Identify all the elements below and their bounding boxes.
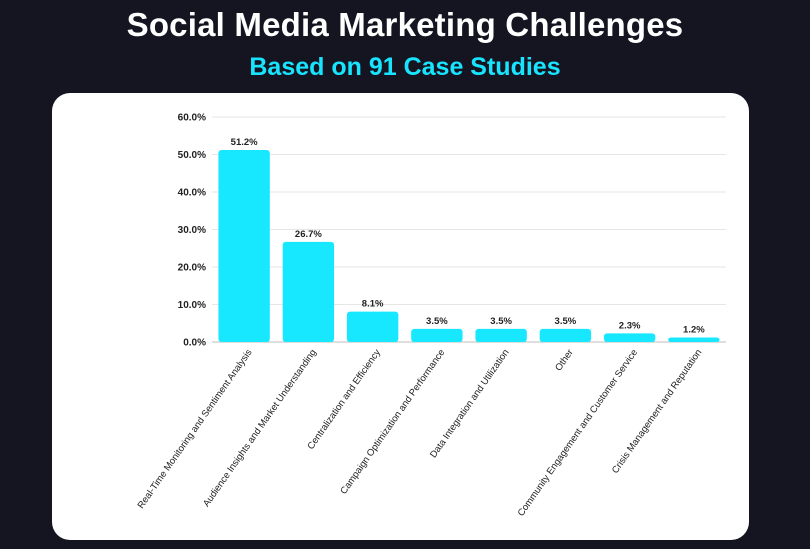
x-tick-label: Campaign Optimization and Performance [338,347,447,496]
data-labels: 51.2% 26.7% 8.1% 3.5% 3.5% 3.5% 2.3% 1.2% [231,137,706,336]
data-label: 1.2% [683,325,705,336]
x-axis: Real-Time Monitoring and Sentiment Analy… [136,347,705,518]
x-tick-label: Real-Time Monitoring and Sentiment Analy… [136,347,255,511]
y-tick-label: 40.0% [178,188,206,199]
data-label: 2.3% [619,320,641,331]
data-label: 8.1% [362,299,384,310]
data-label: 3.5% [555,316,577,327]
y-tick-label: 10.0% [178,300,206,311]
bar [603,333,656,342]
bar [282,241,335,342]
y-tick-label: 30.0% [178,225,206,236]
chart-card [52,93,749,540]
x-tick-label: Other [553,347,576,373]
y-tick-label: 0.0% [183,338,206,349]
bars [218,150,720,342]
x-tick-label: Data Integration and Utilization [428,347,512,460]
data-label: 26.7% [295,229,322,240]
bar [411,328,463,342]
data-label: 3.5% [490,316,512,327]
bar [668,337,720,342]
y-tick-label: 50.0% [178,150,206,161]
y-axis: 0.0% 10.0% 20.0% 30.0% 40.0% 50.0% 60.0% [178,113,206,349]
bar [475,328,527,342]
x-tick-label: Centralization and Efficiency [305,347,383,452]
x-tick-label: Community Engagement and Customer Servic… [516,347,640,518]
chart-subtitle: Based on 91 Case Studies [249,53,561,81]
bar [539,328,592,342]
data-label: 3.5% [426,316,448,327]
y-tick-label: 60.0% [178,113,206,124]
y-tick-label: 20.0% [178,263,206,274]
data-label: 51.2% [231,137,258,148]
bar [218,150,270,342]
bar [346,311,399,342]
x-tick-label: Audience Insights and Market Understandi… [201,347,319,509]
chart-title: Social Media Marketing Challenges [126,6,684,43]
